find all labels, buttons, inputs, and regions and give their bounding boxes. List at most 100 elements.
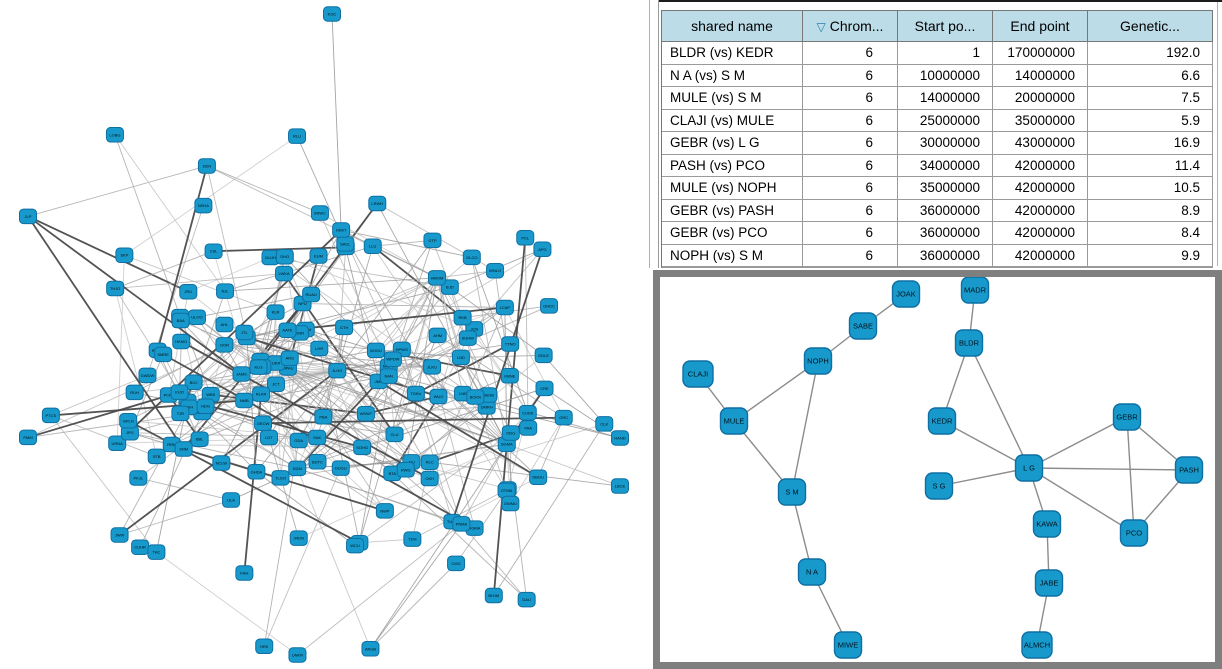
network-node[interactable]: BAA (171, 312, 190, 329)
table-row[interactable]: MULE (vs) NOPH 6 35000000 42000000 10.5 (662, 177, 1213, 200)
network-node[interactable]: AHM (428, 327, 447, 344)
network-edge[interactable] (50, 415, 157, 457)
network-edge[interactable] (510, 417, 565, 504)
network-node[interactable]: SNM (174, 441, 193, 457)
network-node[interactable]: GWDW (138, 367, 157, 384)
network-node[interactable]: ARUB (361, 641, 380, 657)
filtered-network-canvas[interactable]: JOAK SABE NOPH CLAJI MULE S M N A MIWE MADR BLDR K… (660, 277, 1215, 662)
network-node[interactable]: N A (797, 558, 827, 586)
network-node[interactable]: MADR (960, 277, 990, 304)
network-edge[interactable] (461, 523, 527, 600)
network-node[interactable]: RLKR (252, 386, 271, 402)
network-node[interactable]: OHDC (540, 298, 559, 314)
network-edge[interactable] (473, 248, 543, 330)
network-edge[interactable] (449, 286, 544, 356)
network-edge[interactable] (341, 229, 472, 258)
network-edge[interactable] (354, 432, 512, 546)
network-node[interactable]: KLG (249, 359, 268, 375)
network-edge[interactable] (180, 340, 431, 480)
network-node[interactable]: MIWE (833, 631, 863, 659)
network-edge[interactable] (187, 337, 248, 402)
filtered-network-view[interactable]: JOAK SABE NOPH CLAJI MULE S M N A MIWE MADR BLDR K… (653, 270, 1222, 669)
table-cell[interactable]: MULE (vs) S M (662, 87, 803, 109)
network-node[interactable]: DAU (517, 591, 536, 608)
network-edge[interactable] (543, 355, 605, 425)
table-cell[interactable]: GEBR (vs) PASH (662, 199, 803, 221)
network-edge[interactable] (246, 337, 464, 395)
network-edge[interactable] (124, 254, 276, 313)
network-edge[interactable] (429, 461, 621, 487)
table-cell[interactable]: 7.5 (1088, 87, 1213, 109)
table-cell[interactable]: MULE (vs) NOPH (662, 177, 803, 199)
network-node[interactable]: ORC (554, 409, 573, 426)
network-node[interactable]: ODG (501, 425, 520, 441)
network-node[interactable]: OTMN (497, 482, 516, 499)
network-edge[interactable] (27, 215, 185, 450)
network-node[interactable]: HDKT (332, 222, 351, 238)
table-cell[interactable]: 6 (803, 154, 898, 176)
table-cell[interactable]: GEBR (vs) L G (662, 132, 803, 154)
network-node[interactable]: OECW (254, 415, 273, 432)
column-header-2[interactable]: Start po... (898, 11, 993, 41)
network-node[interactable]: WCU (346, 537, 365, 554)
network-edge[interactable] (938, 467, 1030, 487)
network-edge[interactable] (436, 277, 512, 434)
network-edge[interactable] (504, 307, 565, 418)
network-edge[interactable] (394, 277, 438, 435)
network-node[interactable]: PAA (519, 420, 538, 436)
network-node[interactable]: CLU (385, 426, 404, 443)
table-cell[interactable]: 35000000 (993, 109, 1088, 131)
network-node[interactable]: KUO (170, 384, 189, 400)
network-node[interactable]: URNA (108, 435, 127, 452)
network-node[interactable]: PNMA (452, 516, 471, 532)
network-node[interactable]: TLGO (271, 470, 290, 486)
network-node[interactable]: JCT (266, 376, 285, 392)
network-edge[interactable] (336, 240, 433, 371)
network-edge[interactable] (299, 277, 438, 334)
network-node[interactable]: SKP (115, 247, 134, 263)
network-node[interactable]: GDLE (534, 347, 553, 364)
network-node[interactable]: BJD (440, 279, 459, 295)
network-node[interactable]: UNKR (288, 647, 307, 663)
network-node[interactable]: ARS (280, 350, 299, 366)
network-edge[interactable] (156, 551, 298, 656)
table-cell[interactable]: 6 (803, 199, 898, 221)
network-node[interactable]: LOBG (105, 127, 124, 143)
network-edge[interactable] (436, 270, 496, 279)
network-node[interactable]: BHJM (484, 587, 503, 604)
network-node[interactable]: APG (533, 241, 552, 258)
table-cell[interactable]: 30000000 (898, 132, 993, 154)
network-node[interactable]: OKH (420, 470, 439, 487)
network-node[interactable]: CUHR (131, 539, 150, 555)
network-node[interactable]: DHG (275, 248, 294, 265)
network-edge[interactable] (50, 374, 148, 416)
network-edge[interactable] (537, 417, 565, 478)
table-cell[interactable]: 192.0 (1088, 42, 1213, 64)
full-network-view[interactable]: KGCJUNMBTAMPAUEUMBGJNJLURNAJCMSTBROCENKS… (0, 0, 650, 669)
network-node[interactable]: NJL (216, 283, 235, 299)
network-node[interactable]: GLCO (462, 249, 481, 266)
network-node[interactable]: RLC (420, 454, 439, 470)
network-edge[interactable] (27, 215, 189, 293)
network-edge[interactable] (119, 499, 232, 536)
network-edge[interactable] (494, 270, 511, 376)
network-node[interactable]: LWKA (275, 265, 294, 282)
network-edge[interactable] (378, 380, 539, 479)
table-cell[interactable]: 6 (803, 42, 898, 64)
table-row[interactable]: MULE (vs) S M 6 14000000 20000000 7.5 (662, 87, 1213, 110)
network-edge[interactable] (275, 362, 507, 445)
network-node[interactable]: CLAJI (682, 360, 714, 388)
network-edge[interactable] (156, 165, 208, 351)
network-edge[interactable] (471, 257, 529, 413)
network-node[interactable]: HDG (196, 398, 215, 414)
network-node[interactable]: DDH (197, 158, 216, 174)
network-edge[interactable] (296, 468, 371, 649)
table-cell[interactable]: 6.6 (1088, 64, 1213, 86)
network-node[interactable]: GPLN (119, 413, 138, 429)
network-edge[interactable] (436, 277, 529, 414)
network-edge[interactable] (375, 248, 543, 351)
network-node[interactable]: S M (777, 478, 807, 506)
network-node[interactable]: HAND (611, 430, 629, 446)
table-row[interactable]: BLDR (vs) KEDR 6 1 170000000 192.0 (662, 42, 1213, 65)
network-node[interactable]: HKMO (172, 333, 191, 350)
